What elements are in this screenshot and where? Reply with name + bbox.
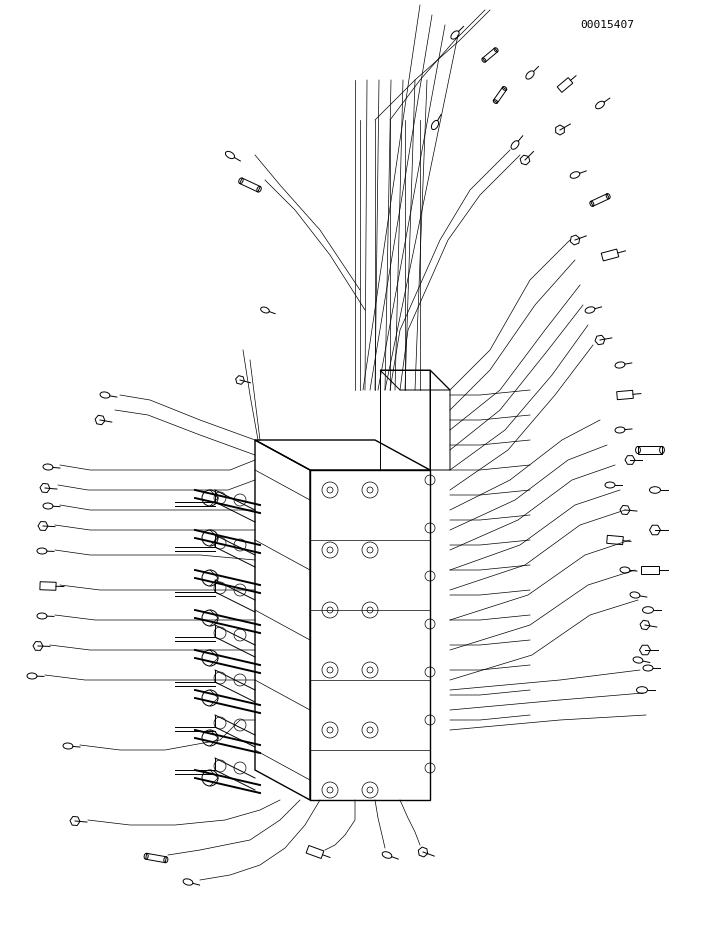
- Text: 00015407: 00015407: [580, 20, 634, 30]
